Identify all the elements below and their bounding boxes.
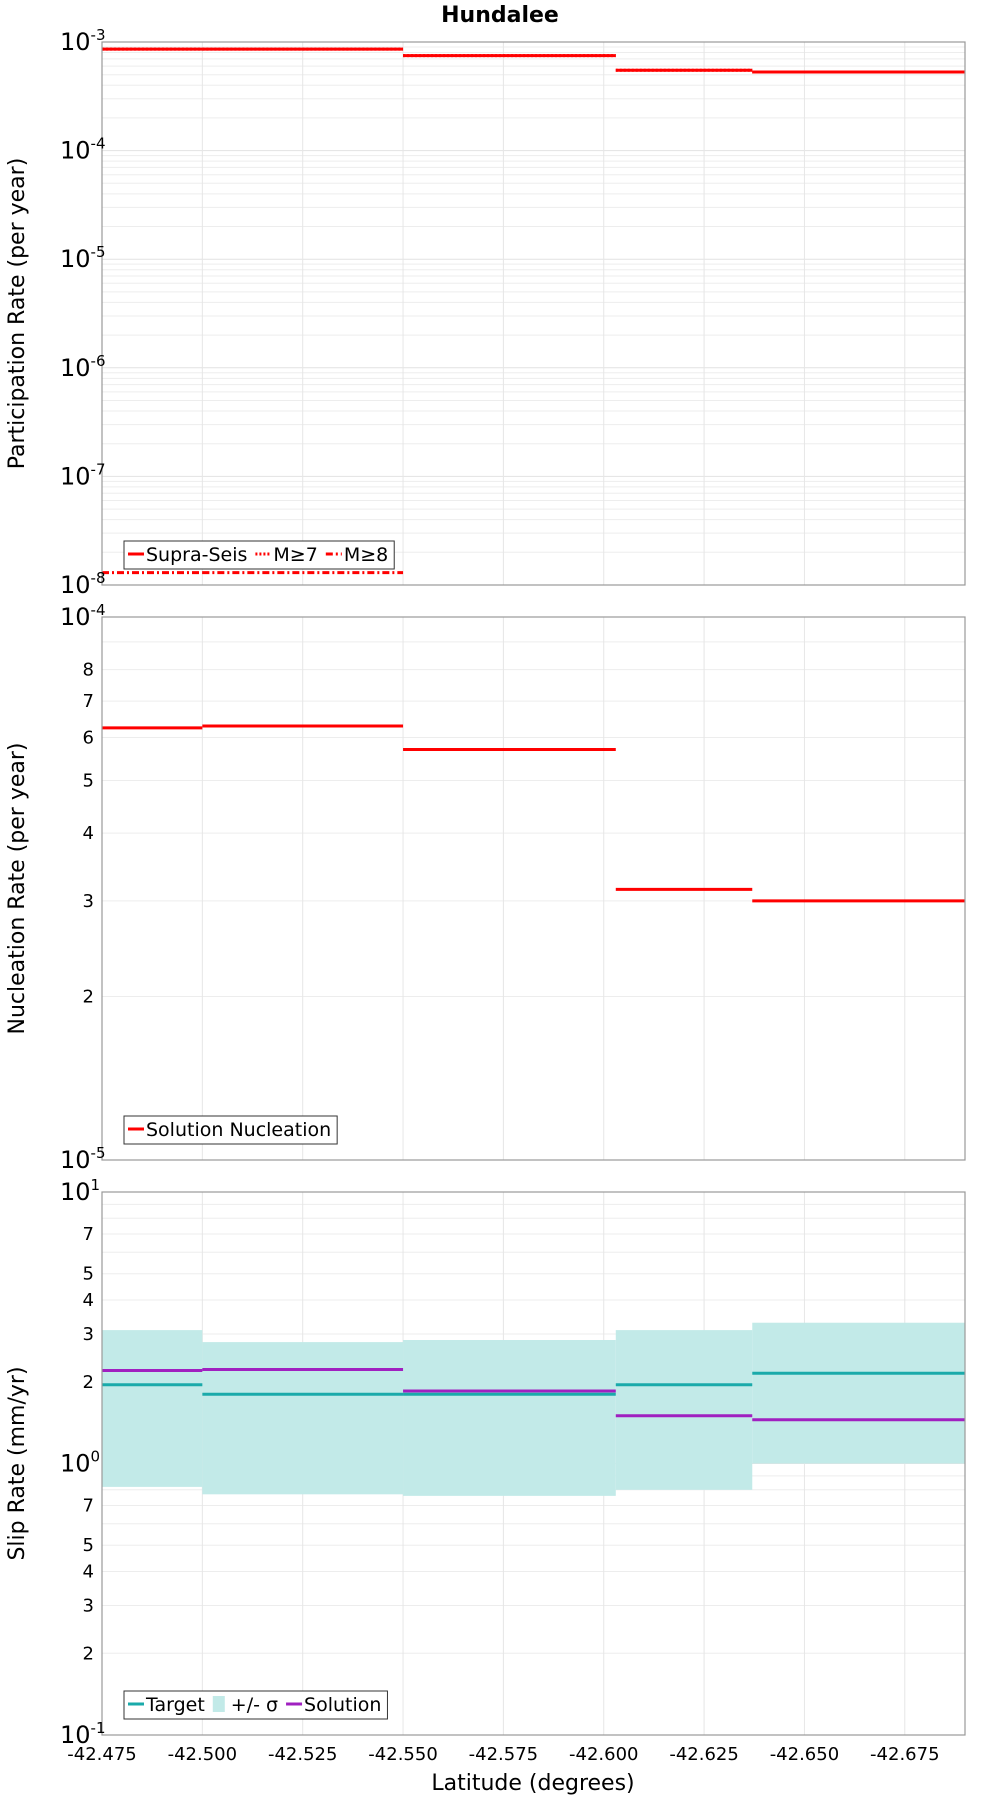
y-tick-label-decade: 10-5 [60,1144,106,1174]
y-tick-label: 10-8 [60,569,106,599]
panel-2: 2 3 4 5 6 7 8 10-5 10-4 Nucleation Rate (per year… [5,601,966,1174]
y-tick-label-decade: 10-1 [60,1719,106,1749]
y-tick-label: 5 [83,1264,94,1285]
y-tick-label: 7 [83,1224,94,1245]
y-tick-label: 10-4 [60,135,106,165]
y-tick-label: 3 [83,891,94,912]
y-tick-label: 4 [83,823,94,844]
chart-title: Hundalee [441,3,559,28]
legend-box [123,540,395,570]
sigma-band-segment [403,1340,616,1496]
plot-frame [101,616,966,1161]
y-tick-label-decade: 10-4 [60,601,106,631]
legend-label: M≥8 [344,544,388,566]
y-tick-label: 10-3 [60,26,106,56]
sigma-band-segment [102,1330,203,1487]
x-tick-label: -42.575 [469,1744,538,1765]
y-tick-label: 6 [83,727,94,748]
y-tick-label: 4 [83,1290,94,1311]
x-tick-label: -42.525 [268,1744,337,1765]
sigma-band-segment [615,1330,753,1490]
x-tick-label: -42.475 [67,1744,136,1765]
legend: Target +/- σ Solution [123,1690,388,1720]
x-tick-label: -42.625 [669,1744,738,1765]
y-tick-label: 10-6 [60,352,106,382]
x-tick-label: -42.650 [770,1744,839,1765]
plot-frame [101,1191,966,1736]
sigma-band-segment [202,1342,404,1495]
x-tick-label: -42.550 [368,1744,437,1765]
legend-label: Target [145,1694,205,1716]
y-axis-label: Slip Rate (mm/yr) [5,1366,30,1560]
y-tick-label: 8 [83,660,94,681]
y-tick-label: 5 [83,1535,94,1556]
legend: Supra-Seis M≥7 M≥8 [123,540,395,570]
legend-label: M≥7 [273,544,317,566]
y-tick-label: 3 [83,1324,94,1345]
plot-frame [101,41,966,586]
x-axis-ticks: -42.475 -42.500 -42.525 -42.550 -42.575 -42.6… [67,1744,939,1765]
legend-label: Solution [304,1694,381,1716]
y-axis-label: Participation Rate (per year) [5,158,30,470]
y-tick-label: 10-7 [60,460,106,490]
legend-swatch [212,1696,225,1712]
y-tick-label: 2 [83,987,94,1008]
y-tick-label-decade: 101 [60,1176,100,1206]
sigma-band-segment [752,1322,965,1464]
y-tick-label-decade: 100 [60,1448,100,1478]
y-tick-label: 2 [83,1643,94,1664]
y-tick-label: 2 [83,1372,94,1393]
x-tick-label: -42.500 [168,1744,237,1765]
panel-3: 2 3 4 5 7 2 3 4 5 7 10-1 100 101 Slip Rate (mm/yr) Tar… [5,1176,966,1749]
x-tick-label: -42.600 [569,1744,638,1765]
y-tick-label: 5 [83,770,94,791]
y-tick-label: 7 [83,1496,94,1517]
legend: Solution Nucleation [123,1115,338,1145]
panel-1: 10-8 10-7 10-6 10-5 10-4 10-3 Participation Ra… [5,26,966,599]
y-tick-label: 4 [83,1562,94,1583]
y-axis-label: Nucleation Rate (per year) [5,743,30,1035]
legend-label: Supra-Seis [146,544,247,566]
legend-label: Solution Nucleation [146,1119,331,1141]
legend-label: +/- σ [231,1694,278,1716]
legend-box [123,1690,388,1720]
legend-box [123,1115,338,1145]
y-tick-label: 7 [83,691,94,712]
y-tick-label: 3 [83,1595,94,1616]
x-axis-label: Latitude (degrees) [431,1771,634,1796]
x-tick-label: -42.675 [870,1744,939,1765]
y-tick-label: 10-5 [60,243,106,273]
